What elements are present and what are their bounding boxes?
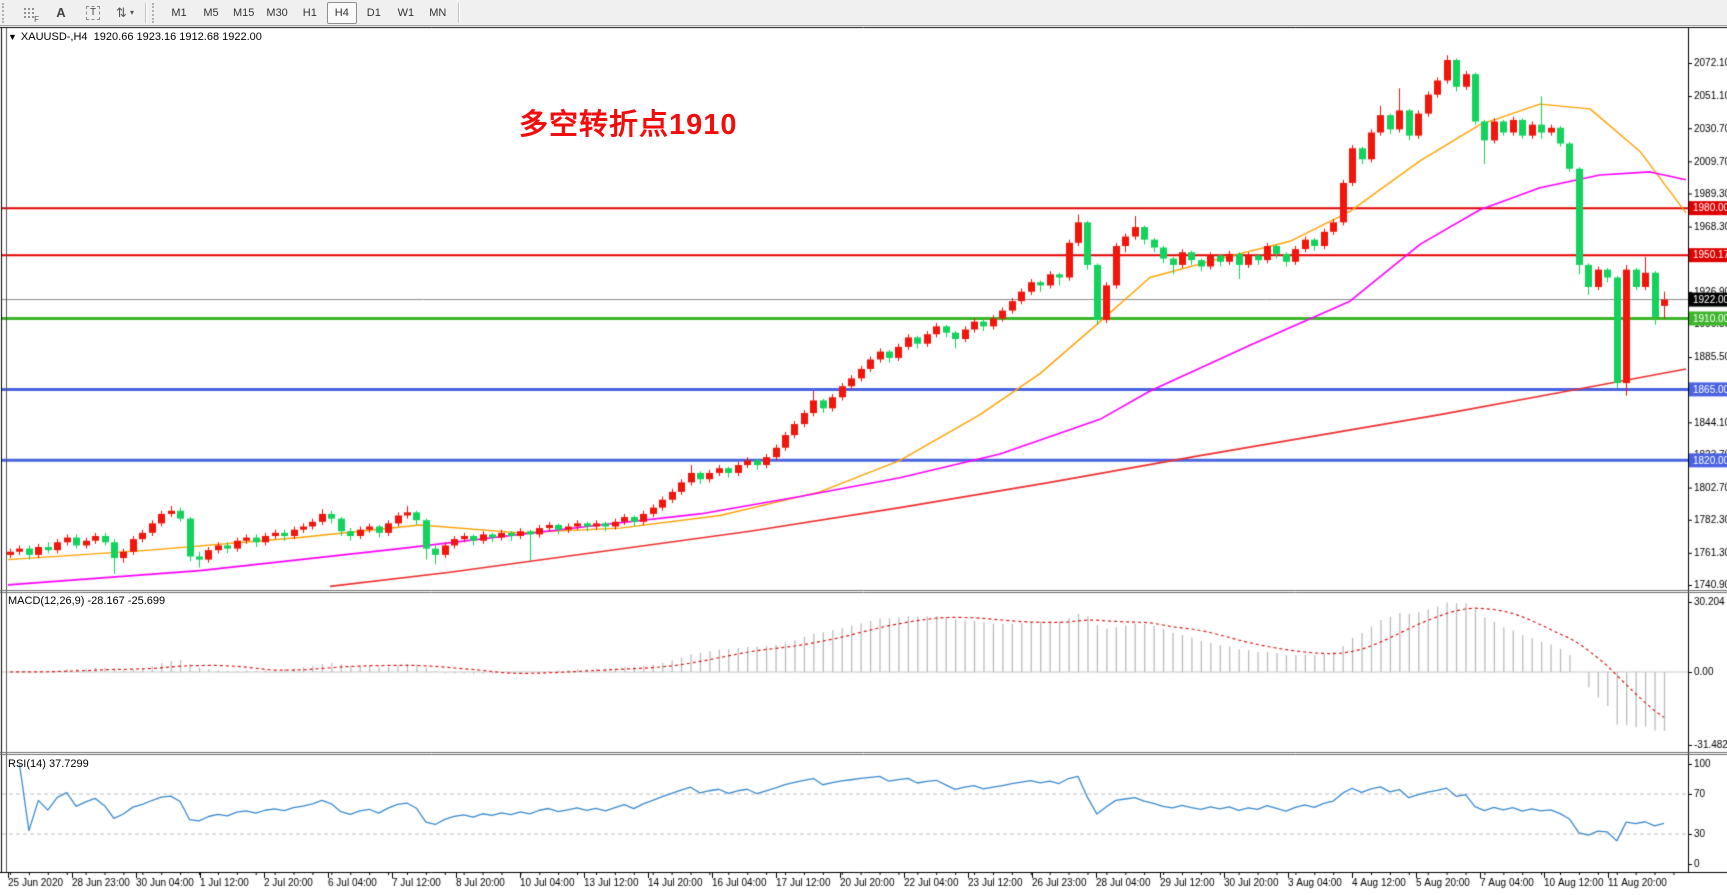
symbol-ohlc-label: ▼ XAUUSD-,H4 1920.66 1923.16 1912.68 1922…	[8, 31, 262, 43]
rsi-indicator-label: RSI(14) 37.7299	[8, 758, 89, 770]
symbol-dropdown-icon[interactable]: ▼	[8, 32, 17, 42]
macd-indicator-label: MACD(12,26,9) -28.167 -25.699	[8, 595, 166, 607]
ohlc-values: 1920.66 1923.16 1912.68 1922.00	[93, 31, 262, 43]
symbol-name: XAUUSD-,H4	[20, 31, 88, 43]
chart-text-annotation[interactable]: 多空转折点1910	[519, 109, 738, 141]
